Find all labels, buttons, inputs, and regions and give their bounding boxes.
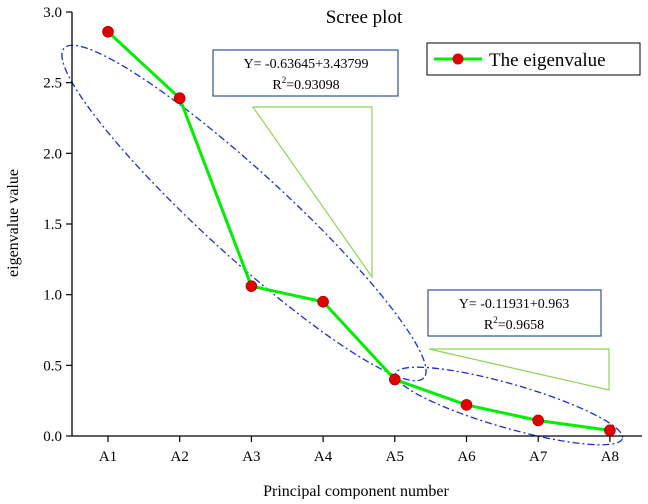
annotation-1-r2-prefix: R — [272, 78, 282, 93]
x-tick-label: A8 — [601, 449, 619, 465]
legend: The eigenvalue — [426, 42, 641, 76]
data-point-a1 — [102, 25, 114, 38]
y-tick-label: 2.5 — [43, 76, 62, 92]
x-tick-label: A3 — [242, 449, 260, 465]
legend-marker-swatch — [452, 53, 464, 65]
annotation-2-r2-prefix: R — [484, 318, 494, 333]
annotation-box-2-frame — [427, 289, 602, 337]
data-point-a7 — [532, 414, 545, 427]
legend-label: The eigenvalue — [489, 50, 606, 71]
annotation-box-1: Y= -0.63645+3.43799 R2=0.93098 — [212, 49, 399, 97]
y-tick-label: 0.0 — [43, 429, 62, 445]
annotation-1-r2-sup: 2 — [282, 75, 287, 85]
slope-triangle-flat — [428, 348, 610, 391]
y-axis-title: eigenvalue value — [5, 169, 22, 277]
series-line — [106, 30, 611, 432]
annotation-2-equation: Y= -0.11931+0.963 — [459, 297, 570, 312]
annotation-1-equation: Y= -0.63645+3.43799 — [243, 57, 368, 72]
y-tick-label: 1.5 — [43, 217, 62, 233]
data-point-a8 — [604, 424, 616, 437]
x-tick-label: A5 — [386, 449, 404, 465]
y-tick-label: 2.0 — [43, 146, 62, 162]
ellipse-flat-segment — [394, 366, 624, 446]
grouping-ellipses — [61, 44, 624, 446]
chart-title: Scree plot — [326, 7, 403, 28]
x-ticks: A1 A2 A3 A4 A5 A6 A7 A8 — [99, 436, 619, 465]
ellipse-steep-segment — [61, 44, 427, 382]
y-tick-label: 3.0 — [43, 5, 62, 21]
annotation-2-r2-sup: 2 — [493, 315, 498, 325]
annotation-2-r2-value: =0.9658 — [498, 318, 544, 333]
x-tick-label: A2 — [171, 449, 189, 465]
x-axis-title: Principal component number — [263, 483, 449, 499]
annotation-box-2: Y= -0.11931+0.963 R2=0.9658 — [427, 289, 602, 337]
annotation-1-r2-value: =0.93098 — [286, 78, 339, 93]
data-point-a3 — [245, 280, 258, 292]
annotation-box-1-frame — [212, 49, 399, 97]
annotation-1-r2: R2=0.93098 — [272, 75, 339, 93]
annotation-2-r2: R2=0.9658 — [484, 315, 544, 333]
y-tick-label: 1.0 — [43, 288, 62, 304]
y-ticks: 0.0 0.5 1.0 1.5 2.0 2.5 3.0 — [43, 5, 72, 445]
slope-triangle-steep — [251, 106, 373, 279]
x-tick-label: A7 — [529, 449, 548, 465]
x-tick-label: A4 — [314, 449, 333, 465]
data-point-a4 — [317, 295, 329, 308]
series-layer — [102, 25, 616, 437]
data-point-a6 — [460, 399, 473, 411]
x-tick-label: A1 — [99, 449, 117, 465]
x-tick-label: A6 — [457, 449, 476, 465]
data-point-a2 — [173, 92, 186, 105]
y-tick-label: 0.5 — [43, 358, 62, 374]
data-point-a5 — [388, 373, 401, 386]
